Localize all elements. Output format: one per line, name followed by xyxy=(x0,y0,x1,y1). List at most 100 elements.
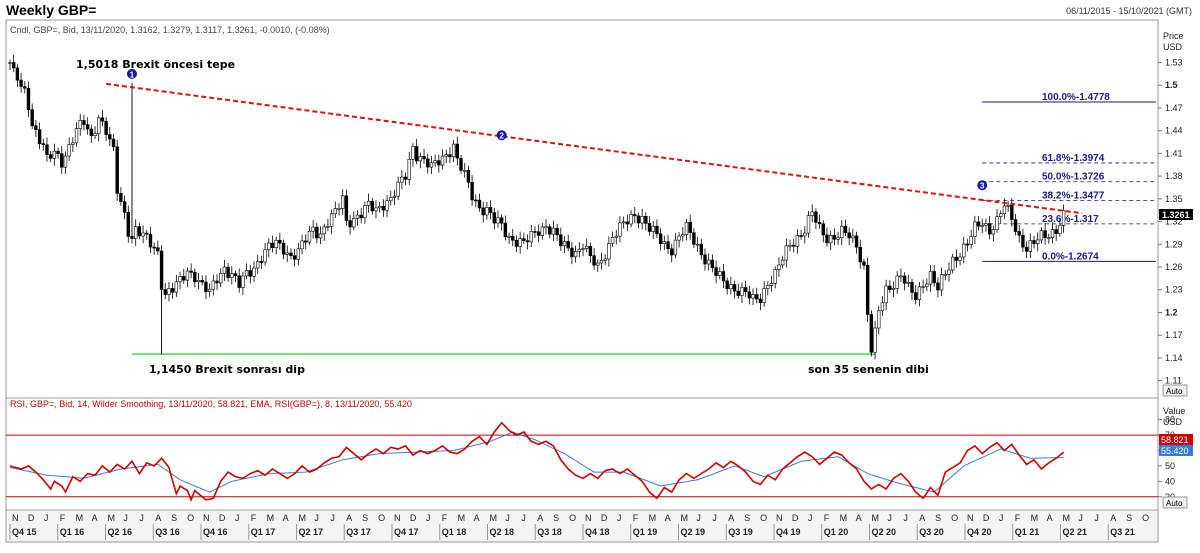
candle-body xyxy=(255,261,260,269)
month-label: M xyxy=(267,513,275,523)
candle-body xyxy=(976,221,981,227)
candle-body xyxy=(610,236,615,244)
candle-body xyxy=(803,232,807,237)
current-price-label: 1.3261 xyxy=(1162,210,1190,220)
marker-circle xyxy=(496,130,507,141)
candle-body xyxy=(244,270,249,277)
candle-body xyxy=(736,290,740,296)
fibonacci-level-label: 61.8%-1.3974 xyxy=(1042,153,1105,164)
candle-body xyxy=(792,244,796,247)
rsi-auto-label: Auto xyxy=(1166,499,1183,508)
annotation-post-brexit-dip: 1,1450 Brexit sonrası dip xyxy=(149,363,305,376)
candle-body xyxy=(200,280,204,283)
candle-body xyxy=(995,216,999,230)
candle-body xyxy=(477,199,482,209)
candle-body xyxy=(444,154,448,157)
candle-body xyxy=(374,207,378,212)
candle-body xyxy=(721,271,726,282)
candle-body xyxy=(762,288,766,303)
candle-body xyxy=(577,248,582,252)
candle-body xyxy=(732,284,737,292)
month-label: S xyxy=(744,513,750,523)
month-label: M xyxy=(1063,513,1071,523)
candle-body xyxy=(1010,205,1014,220)
price-tick-label: 1.32 xyxy=(1165,217,1183,227)
candle-body xyxy=(906,281,911,284)
candle-body xyxy=(19,79,23,87)
candle-body xyxy=(355,214,360,219)
month-label: S xyxy=(1126,513,1132,523)
candle-body xyxy=(74,128,79,144)
candle-body xyxy=(780,259,785,266)
price-auto-button[interactable] xyxy=(1162,384,1188,397)
month-label: F xyxy=(251,513,257,523)
candle-body xyxy=(252,267,256,277)
candle-body xyxy=(48,154,53,159)
candle-body xyxy=(954,256,959,261)
candle-body xyxy=(248,270,252,277)
candle-body xyxy=(333,208,338,215)
candle-body xyxy=(440,155,445,166)
candle-body xyxy=(706,259,711,265)
candle-body xyxy=(304,240,308,243)
candle-body xyxy=(426,158,430,168)
candle-body xyxy=(1036,239,1040,245)
month-label: A xyxy=(919,513,925,523)
candle-body xyxy=(429,162,434,168)
candle-body xyxy=(207,288,212,292)
quarter-label: Q2 16 xyxy=(108,527,133,537)
candle-body xyxy=(592,255,596,266)
month-label: F xyxy=(1015,513,1021,523)
candle-body xyxy=(662,241,667,244)
candle-body xyxy=(281,242,286,255)
rsi-auto-button[interactable] xyxy=(1162,496,1188,509)
candle-body xyxy=(544,226,548,229)
candle-body xyxy=(82,119,86,125)
quarter-label: Q2 17 xyxy=(299,527,324,537)
month-label: F xyxy=(442,513,448,523)
candle-body xyxy=(747,291,752,299)
month-label: J xyxy=(696,513,701,523)
ema-value-badge xyxy=(1159,445,1193,456)
candle-body xyxy=(263,249,267,263)
candle-body xyxy=(499,217,504,224)
candle-body xyxy=(422,156,426,160)
candle-body xyxy=(215,280,219,284)
rsi-axis-unit-2: USD xyxy=(1163,417,1183,427)
candle-body xyxy=(714,267,718,276)
price-axis-ticks: 1.53 1.5 1.47 1.44 1.41 1.38 1.35 1.32 1.29 1.26 1… xyxy=(1158,58,1183,386)
candle-body xyxy=(832,235,837,240)
candle-body xyxy=(999,213,1003,217)
candle-body xyxy=(847,232,851,239)
current-price-badge xyxy=(1159,209,1193,220)
price-tick-label: 1.53 xyxy=(1165,58,1183,68)
month-label: S xyxy=(935,513,941,523)
candle-body xyxy=(958,256,962,261)
month-label: D xyxy=(28,513,35,523)
candle-body xyxy=(403,176,408,180)
candle-body xyxy=(917,286,922,300)
quarter-label: Q3 21 xyxy=(1110,527,1135,537)
candle-body xyxy=(677,235,681,241)
month-label: M xyxy=(299,513,307,523)
month-label: O xyxy=(569,513,576,523)
candle-body xyxy=(928,271,933,285)
candle-body xyxy=(947,269,951,275)
candle-body xyxy=(614,235,618,238)
candle-body xyxy=(548,226,552,235)
candle-body xyxy=(37,129,42,144)
candle-body xyxy=(163,289,167,295)
quarter-label: Q4 15 xyxy=(12,527,37,537)
month-label: F xyxy=(633,513,639,523)
candle-body xyxy=(618,222,622,237)
candle-body xyxy=(865,264,870,315)
month-label: N xyxy=(203,513,210,523)
candle-body xyxy=(274,239,278,248)
candle-body xyxy=(991,229,996,235)
candle-body xyxy=(389,197,393,202)
price-tick-label: 1.26 xyxy=(1165,262,1183,272)
month-label: J xyxy=(139,513,144,523)
candle-body xyxy=(492,212,496,224)
candle-body xyxy=(1054,229,1058,234)
